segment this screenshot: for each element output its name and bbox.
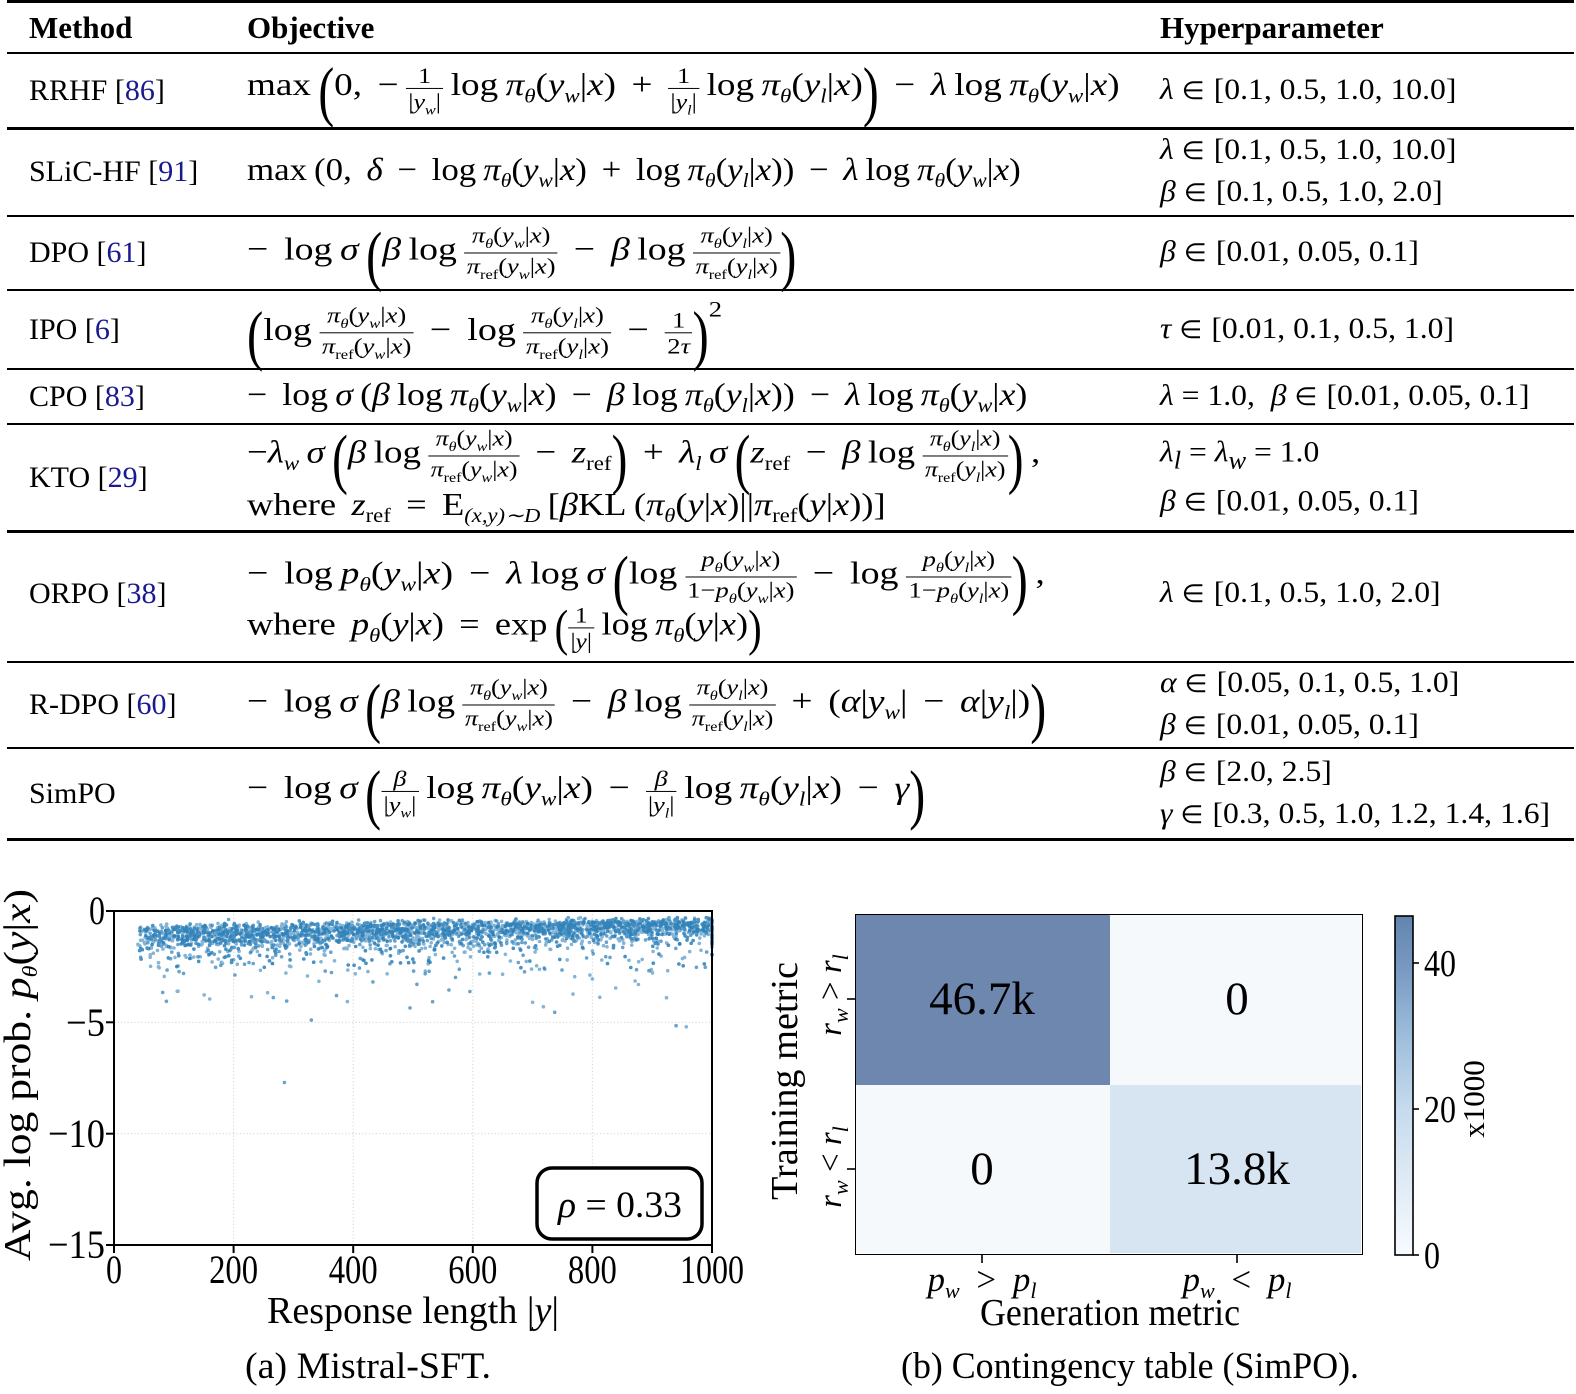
- svg-text:0: 0: [1424, 1235, 1440, 1277]
- svg-text:−15: −15: [48, 1222, 105, 1267]
- svg-text:800: 800: [568, 1247, 617, 1292]
- svg-text:Generation metric: Generation metric: [980, 1292, 1240, 1334]
- svg-text:20: 20: [1424, 1089, 1456, 1131]
- svg-text:x1000: x1000: [1456, 1060, 1491, 1138]
- svg-text:−10: −10: [48, 1111, 105, 1156]
- svg-text:400: 400: [329, 1247, 378, 1292]
- svg-text:40: 40: [1424, 943, 1456, 985]
- svg-text:Training metric: Training metric: [764, 962, 806, 1200]
- svg-text:−5: −5: [66, 1000, 105, 1045]
- svg-text:pw < pl: pw < pl: [1179, 1260, 1291, 1303]
- svg-text:ρ = 0.33: ρ = 0.33: [557, 1185, 682, 1226]
- svg-text:(a) Mistral-SFT.: (a) Mistral-SFT.: [245, 1346, 491, 1387]
- svg-text:pw > pl: pw > pl: [924, 1260, 1036, 1303]
- svg-text:Response length |y|: Response length |y|: [267, 1290, 559, 1332]
- svg-text:200: 200: [209, 1247, 258, 1292]
- svg-text:rw < rl: rw < rl: [813, 1126, 853, 1208]
- svg-text:600: 600: [448, 1247, 497, 1292]
- svg-text:(b) Contingency table (SimPO).: (b) Contingency table (SimPO).: [901, 1346, 1359, 1387]
- svg-text:0: 0: [89, 888, 105, 933]
- svg-text:1000: 1000: [680, 1247, 744, 1292]
- svg-text:rw > rl: rw > rl: [813, 954, 853, 1036]
- svg-text:Avg. log prob. pθ(y|x): Avg. log prob. pθ(y|x): [0, 889, 42, 1261]
- svg-text:0: 0: [106, 1247, 122, 1292]
